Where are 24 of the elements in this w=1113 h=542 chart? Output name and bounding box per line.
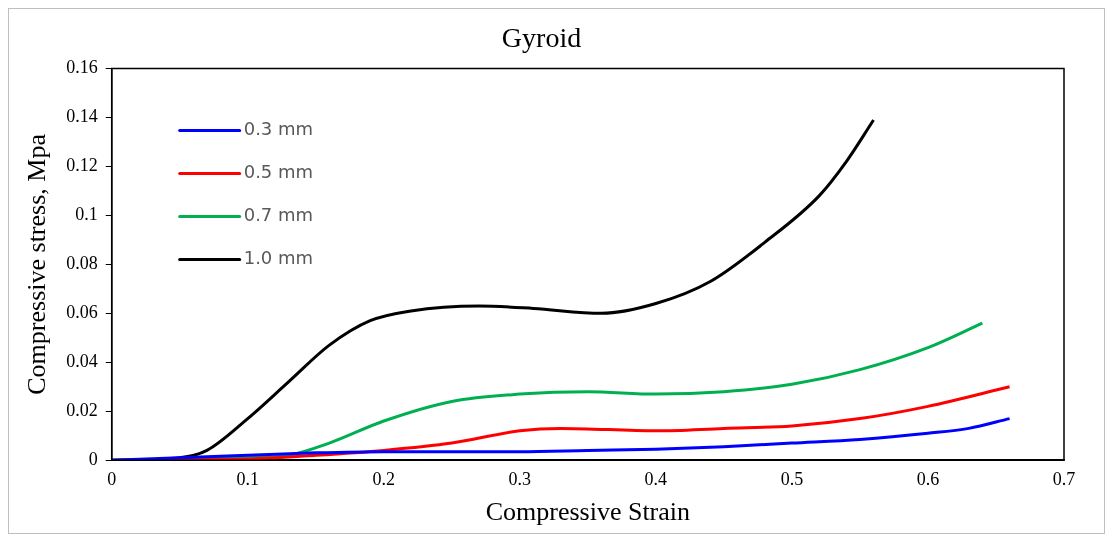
x-tick-label: 0.5 (780, 468, 804, 489)
y-tick-label: 0.1 (75, 204, 98, 225)
y-tick-label: 0.12 (66, 155, 98, 176)
y-axis-title: Compressive stress, Mpa (22, 133, 52, 395)
legend-label: 1.0 mm (243, 247, 314, 269)
legend-label: 0.3 mm (243, 118, 314, 140)
x-tick-label: 0 (107, 468, 117, 489)
x-tick-label: 0.7 (1052, 468, 1076, 489)
y-tick-label: 0 (88, 448, 98, 469)
legend-label: 0.7 mm (243, 204, 314, 226)
x-tick-label: 0.4 (644, 468, 668, 489)
chart-title: Gyroid (501, 22, 582, 54)
y-tick-label: 0.04 (66, 351, 98, 372)
x-tick-label: 0.1 (236, 468, 259, 489)
x-tick-label: 0.3 (508, 468, 532, 489)
legend-label: 0.5 mm (243, 161, 314, 183)
y-tick-label: 0.14 (66, 106, 98, 127)
x-axis-title: Compressive Strain (485, 497, 691, 527)
y-tick-label: 0.06 (66, 302, 98, 323)
x-tick-label: 0.6 (916, 468, 940, 489)
x-tick-label: 0.2 (372, 468, 396, 489)
y-tick-label: 0.02 (66, 399, 98, 420)
y-tick-label: 0.08 (66, 253, 98, 274)
y-tick-label: 0.16 (66, 57, 98, 78)
